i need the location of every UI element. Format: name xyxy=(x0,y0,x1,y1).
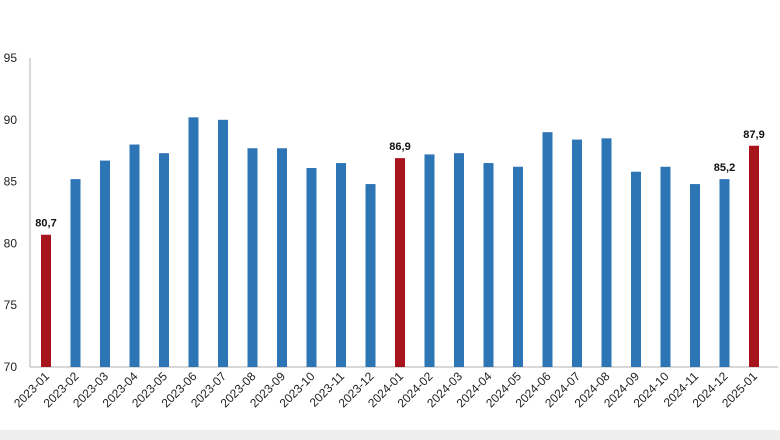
y-tick-label: 75 xyxy=(4,298,18,312)
bar xyxy=(690,184,700,367)
y-tick-label: 90 xyxy=(4,113,18,127)
bar xyxy=(454,153,464,367)
bar xyxy=(365,184,376,367)
bar xyxy=(513,166,523,367)
bar xyxy=(631,171,641,367)
bar xyxy=(41,234,51,367)
y-tick-label: 70 xyxy=(4,360,18,374)
bar xyxy=(395,158,405,367)
y-tick-label: 85 xyxy=(4,175,18,189)
bar xyxy=(218,119,228,367)
bar xyxy=(601,138,612,367)
bar xyxy=(70,179,81,367)
bar xyxy=(572,139,582,367)
bar xyxy=(719,179,730,367)
bar xyxy=(660,166,671,367)
bar xyxy=(306,168,317,367)
bar xyxy=(188,117,199,367)
bottom-band xyxy=(0,430,780,440)
bar xyxy=(542,132,553,367)
data-label: 85,2 xyxy=(714,162,735,174)
y-tick-label: 95 xyxy=(4,51,18,65)
data-label: 87,9 xyxy=(743,129,764,141)
bar xyxy=(100,160,110,367)
bar xyxy=(336,163,346,367)
bar xyxy=(247,148,258,367)
data-label: 80,7 xyxy=(35,218,56,230)
bar xyxy=(483,163,494,367)
data-label: 86,9 xyxy=(389,141,410,153)
bar xyxy=(749,145,759,367)
y-tick-label: 80 xyxy=(4,236,18,250)
bar xyxy=(159,153,169,367)
bar xyxy=(424,154,435,367)
bar xyxy=(277,148,287,367)
bar xyxy=(129,144,140,367)
